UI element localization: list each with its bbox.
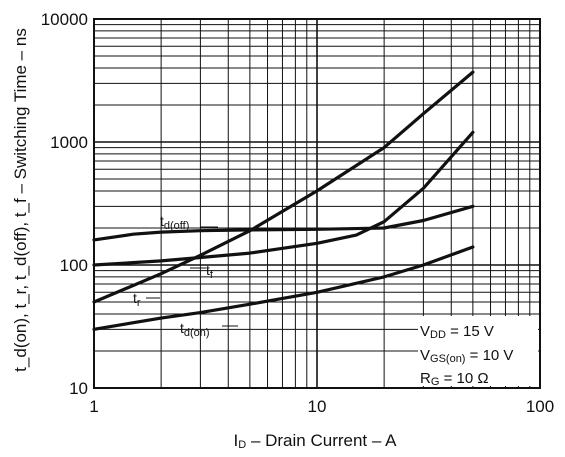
y-tick-label: 100: [60, 256, 88, 275]
x-tick-label: 100: [526, 397, 554, 416]
curves: [92, 70, 475, 331]
y-axis-title: t_d(on), t_r, t_d(off), t_f – Switching …: [11, 28, 30, 372]
series-line-tdon: [92, 245, 475, 331]
y-tick-label: 10: [69, 379, 88, 398]
x-tick-label: 1: [89, 397, 98, 416]
series-label-tdoff: td(off): [160, 213, 189, 232]
series-label-tdon: td(on): [180, 320, 210, 339]
series-label-tr: tr: [133, 290, 141, 309]
series-line-tf: [92, 130, 475, 267]
series-labels: td(off) tf tr td(on): [133, 213, 238, 339]
x-axis-title: ID – Drain Current – A: [234, 431, 398, 451]
series-line-tr: [92, 70, 475, 304]
y-tick-label: 1000: [50, 133, 88, 152]
condition-vgs: VGS(on) = 10 V: [420, 347, 513, 365]
plot-frame: [93, 18, 541, 389]
x-tick-label: 10: [308, 397, 327, 416]
conditions-box: VDD = 15 V VGS(on) = 10 V RG = 10 Ω: [418, 316, 538, 388]
series-label-tf: tf: [206, 262, 214, 281]
condition-vdd: VDD = 15 V: [420, 323, 494, 341]
condition-rg: RG = 10 Ω: [420, 370, 489, 388]
y-tick-label: 10000: [41, 10, 88, 29]
